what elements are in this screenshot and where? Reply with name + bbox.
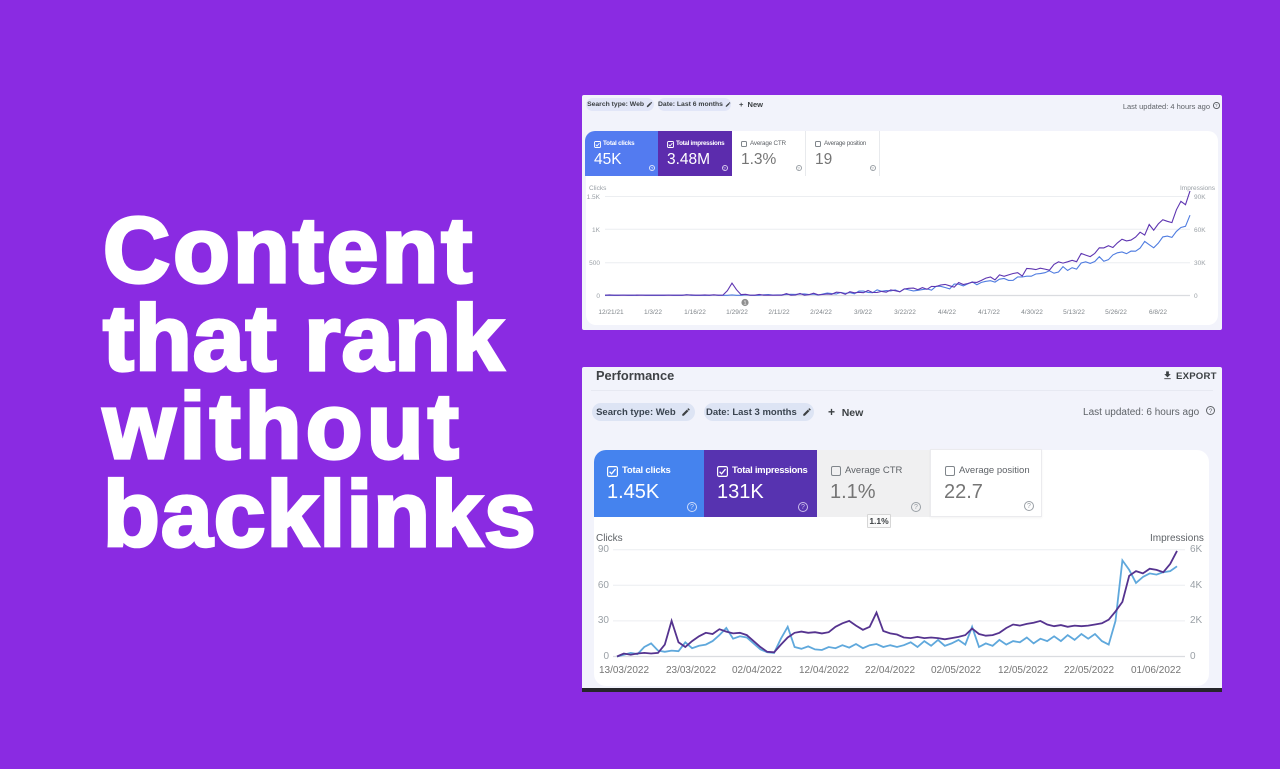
svg-text:1: 1 [743,301,746,307]
